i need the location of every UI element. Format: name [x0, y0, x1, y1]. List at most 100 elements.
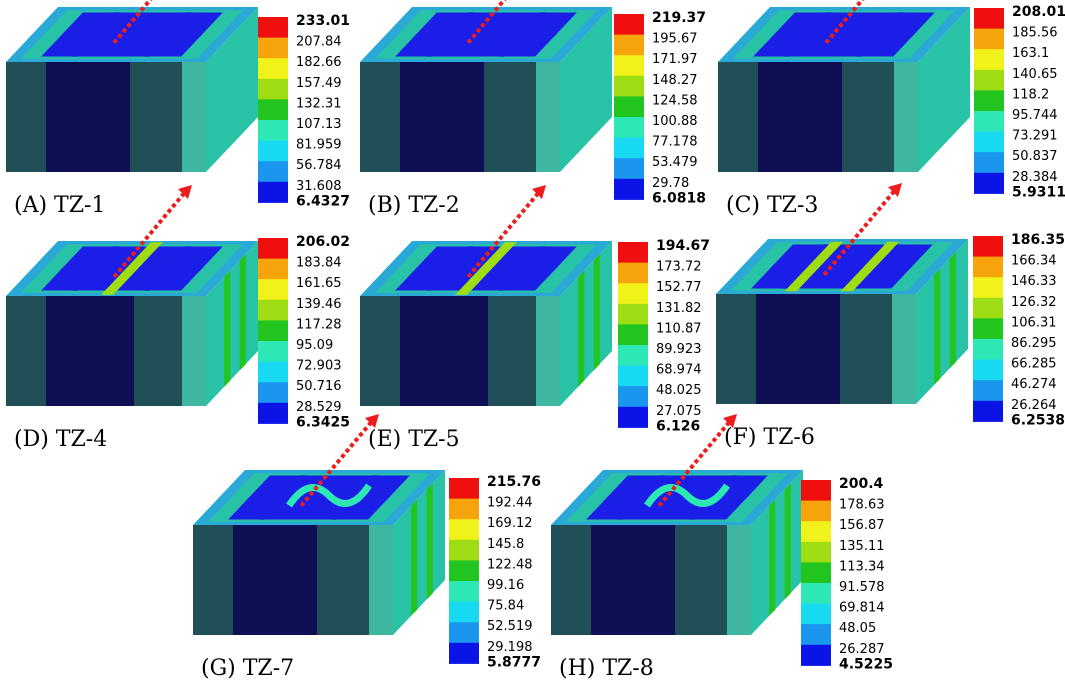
legend-swatch: [973, 318, 1003, 340]
legend-swatch: [618, 283, 648, 305]
legend-swatch: [801, 521, 831, 543]
side-face: [206, 7, 258, 172]
side-stripe: [784, 483, 791, 600]
legend-label: 28.384: [1012, 170, 1058, 185]
legend-label: 156.87: [839, 518, 885, 533]
legend-swatch: [801, 500, 831, 522]
legend-label: 86.295: [1011, 336, 1057, 351]
legend-label: 163.1: [1012, 46, 1049, 61]
legend-label: 192.44: [487, 496, 533, 511]
front-edge: [894, 62, 918, 172]
legend-swatch: [614, 14, 644, 36]
legend-swatch: [973, 400, 1003, 422]
side-stripe: [411, 499, 418, 616]
legend-swatch: [258, 99, 288, 121]
legend-swatch: [801, 624, 831, 646]
legend-label: 28.529: [296, 400, 342, 415]
legend-label: 195.67: [652, 32, 698, 47]
front-core: [400, 296, 484, 406]
arrow-head: [532, 185, 546, 199]
legend-label: 29.78: [652, 176, 689, 191]
panel-c: (C) TZ-3: [718, 0, 970, 218]
legend-swatch: [258, 341, 288, 363]
top-lobe: [128, 12, 208, 57]
top-lobe: [243, 475, 323, 520]
top-lobe: [128, 246, 208, 291]
legend-label: 107.13: [296, 117, 342, 132]
front-core: [758, 62, 842, 172]
front-core-b: [472, 296, 488, 406]
legend-swatch: [258, 78, 288, 100]
legend-swatch: [258, 37, 288, 59]
legend-label: 132.31: [296, 96, 342, 111]
legend-label: 178.63: [839, 498, 885, 513]
direction-arrow: [822, 187, 898, 277]
legend-label: 185.56: [1012, 26, 1058, 41]
legend-label: 48.05: [839, 621, 876, 636]
legend: 194.67 173.72 152.77 131.82 110.87 89.923 68.9…: [618, 238, 710, 434]
legend-swatch: [801, 583, 831, 605]
legend-swatch: [258, 299, 288, 321]
legend-swatch: [258, 120, 288, 142]
legend-label: 50.716: [296, 379, 342, 394]
legend-label: 219.37: [652, 10, 706, 26]
legend-label: 73.291: [1012, 129, 1058, 144]
legend-swatch: [974, 28, 1004, 50]
panel-caption: (G) TZ-7: [201, 656, 294, 681]
arrow-head: [365, 414, 379, 428]
legend-label: 152.77: [656, 280, 702, 295]
legend-label: 5.8777: [487, 654, 541, 670]
side-stripe: [239, 254, 246, 371]
legend-swatch: [618, 406, 648, 428]
legend-swatch: [258, 382, 288, 404]
legend-swatch: [618, 242, 648, 264]
legend-label: 26.287: [839, 642, 885, 657]
legend-label: 166.34: [1011, 254, 1057, 269]
front-core: [46, 296, 130, 406]
legend-swatch: [449, 642, 479, 664]
side-face: [560, 7, 612, 172]
legend-label: 31.608: [296, 179, 342, 194]
legend-swatch: [973, 297, 1003, 319]
legend-swatch: [449, 478, 479, 500]
legend-swatch: [618, 386, 648, 408]
legend-label: 140.65: [1012, 67, 1058, 82]
legend-label: 46.274: [1011, 377, 1057, 392]
panel-b: (B) TZ-2: [360, 0, 612, 218]
legend-label: 29.198: [487, 640, 533, 655]
legend-label: 117.28: [296, 317, 342, 332]
top-lobe: [840, 12, 920, 57]
panel-caption: (D) TZ-4: [14, 427, 107, 452]
legend-swatch: [973, 339, 1003, 361]
legend-swatch: [258, 238, 288, 260]
front-edge: [892, 294, 916, 404]
legend-swatch: [974, 131, 1004, 153]
legend-swatch: [258, 402, 288, 424]
top-channel: [840, 241, 900, 292]
legend-label: 69.814: [839, 601, 885, 616]
arrow-head: [723, 414, 737, 428]
panel-g: (G) TZ-7: [193, 414, 445, 681]
front-core: [591, 525, 675, 635]
legend-swatch: [974, 172, 1004, 194]
legend-swatch: [449, 601, 479, 623]
legend-swatch: [614, 55, 644, 77]
legend-swatch: [258, 58, 288, 80]
legend-swatch: [614, 178, 644, 200]
legend-label: 200.4: [839, 476, 884, 492]
direction-arrow: [299, 418, 375, 508]
panel-caption: (E) TZ-5: [368, 427, 460, 452]
legend-swatch: [614, 34, 644, 56]
panel-d: (D) TZ-4: [6, 185, 258, 452]
legend-label: 183.84: [296, 256, 342, 271]
legend-swatch: [614, 137, 644, 159]
legend-swatch: [258, 181, 288, 203]
side-stripe: [224, 270, 231, 387]
direction-arrow: [466, 189, 542, 279]
legend-swatch: [449, 581, 479, 603]
legend-swatch: [618, 365, 648, 387]
front-edge: [536, 296, 560, 406]
legend-label: 99.16: [487, 578, 524, 593]
front-edge: [536, 62, 560, 172]
side-face: [918, 7, 970, 172]
